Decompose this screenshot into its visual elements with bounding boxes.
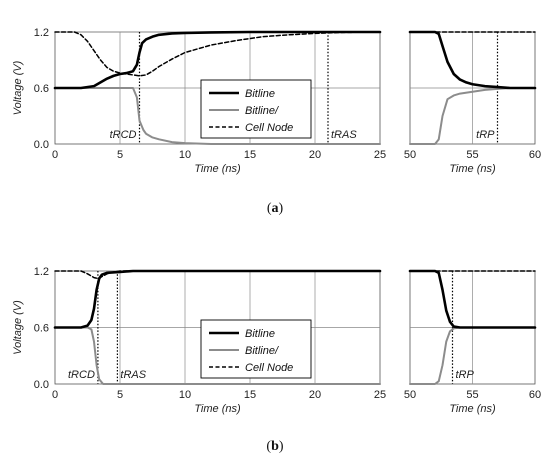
panel-a-precharge: 50 55 60 Time (ns) tRP: [404, 30, 541, 175]
chart-1-marker-label-0: tRP: [476, 129, 495, 141]
chart-0-legend-label-0: Bitline: [245, 88, 275, 100]
chart-2-marker-label-0: tRCD: [68, 369, 95, 381]
chart-0-series-bitline: [53, 30, 382, 90]
chart-0-marker-label-1: tRAS: [331, 129, 357, 141]
chart-2-legend-label-0: Bitline: [245, 328, 275, 340]
chart-0-y-tick-2: 1.2: [34, 27, 49, 39]
chart-1-x-tick-1: 55: [466, 149, 478, 161]
chart-2-series-bitline: [53, 269, 382, 329]
chart-0-x-tick-5: 25: [374, 149, 386, 161]
chart-0-marker-label-0: tRCD: [110, 129, 137, 141]
chart-3-series-bitline: [408, 269, 537, 329]
chart-0-legend: Bitline Bitline/Cell Node: [200, 79, 312, 139]
chart-0-legend-label-2: Cell Node: [245, 122, 293, 134]
chart-2-y-axis-label: Voltage (V): [12, 300, 24, 355]
chart-2-y-tick-0: 0.0: [34, 379, 49, 391]
chart-3-x-tick-1: 55: [466, 389, 478, 401]
chart-0-x-tick-3: 15: [244, 149, 256, 161]
chart-2-legend-label-2: Cell Node: [245, 362, 293, 374]
chart-1-series-bitline: [408, 30, 537, 90]
chart-3-x-axis-label: Time (ns): [449, 403, 496, 415]
chart-1-x-axis-label: Time (ns): [449, 163, 496, 175]
chart-2-x-tick-1: 5: [117, 389, 123, 401]
chart-0-y-tick-0: 0.0: [34, 139, 49, 151]
chart-0-x-axis-label: Time (ns): [194, 163, 241, 175]
caption-a: (a): [267, 201, 284, 216]
chart-3-marker-label-0: tRP: [456, 369, 475, 381]
chart-3-x-tick-0: 50: [404, 389, 416, 401]
chart-2-x-tick-2: 10: [179, 389, 191, 401]
chart-2-legend-label-1: Bitline/: [245, 345, 279, 357]
chart-0-series-bitline-bar: [54, 87, 381, 145]
chart-2-y-tick-1: 0.6: [34, 323, 49, 335]
chart-1-x-tick-2: 60: [529, 149, 541, 161]
chart-2-x-tick-4: 20: [309, 389, 321, 401]
chart-0-x-tick-1: 5: [117, 149, 123, 161]
chart-0-legend-label-1: Bitline/: [245, 105, 279, 117]
chart-2-x-tick-5: 25: [374, 389, 386, 401]
panel-b-main: 0 5 10 15 20 25 0.0 0.6 1.2 Time (ns) Voltage (V) t…: [12, 266, 386, 415]
chart-1-series-bitline-bar: [409, 87, 536, 145]
chart-0-x-tick-4: 20: [309, 149, 321, 161]
chart-2-legend: Bitline Bitline/Cell Node: [200, 319, 312, 379]
chart-2-y-tick-2: 1.2: [34, 266, 49, 278]
panel-b-precharge: 50 55 60 Time (ns) tRP: [404, 269, 541, 415]
chart-2-x-axis-label: Time (ns): [194, 403, 241, 415]
chart-0-series-cell-node: [54, 31, 381, 77]
chart-0-x-tick-0: 0: [52, 149, 58, 161]
caption-b: (b): [266, 439, 283, 454]
chart-2-marker-label-1: tRAS: [120, 369, 146, 381]
chart-1-x-tick-0: 50: [404, 149, 416, 161]
chart-3-x-tick-2: 60: [529, 389, 541, 401]
panel-a-main: 0 5 10 15 20 25 0.0 0.6 1.2 Time (ns) Voltage (V) t…: [12, 27, 386, 175]
chart-2-x-tick-3: 15: [244, 389, 256, 401]
chart-0-y-tick-1: 0.6: [34, 83, 49, 95]
chart-2-x-tick-0: 0: [52, 389, 58, 401]
chart-0-x-tick-2: 10: [179, 149, 191, 161]
chart-0-y-axis-label: Voltage (V): [12, 60, 24, 115]
